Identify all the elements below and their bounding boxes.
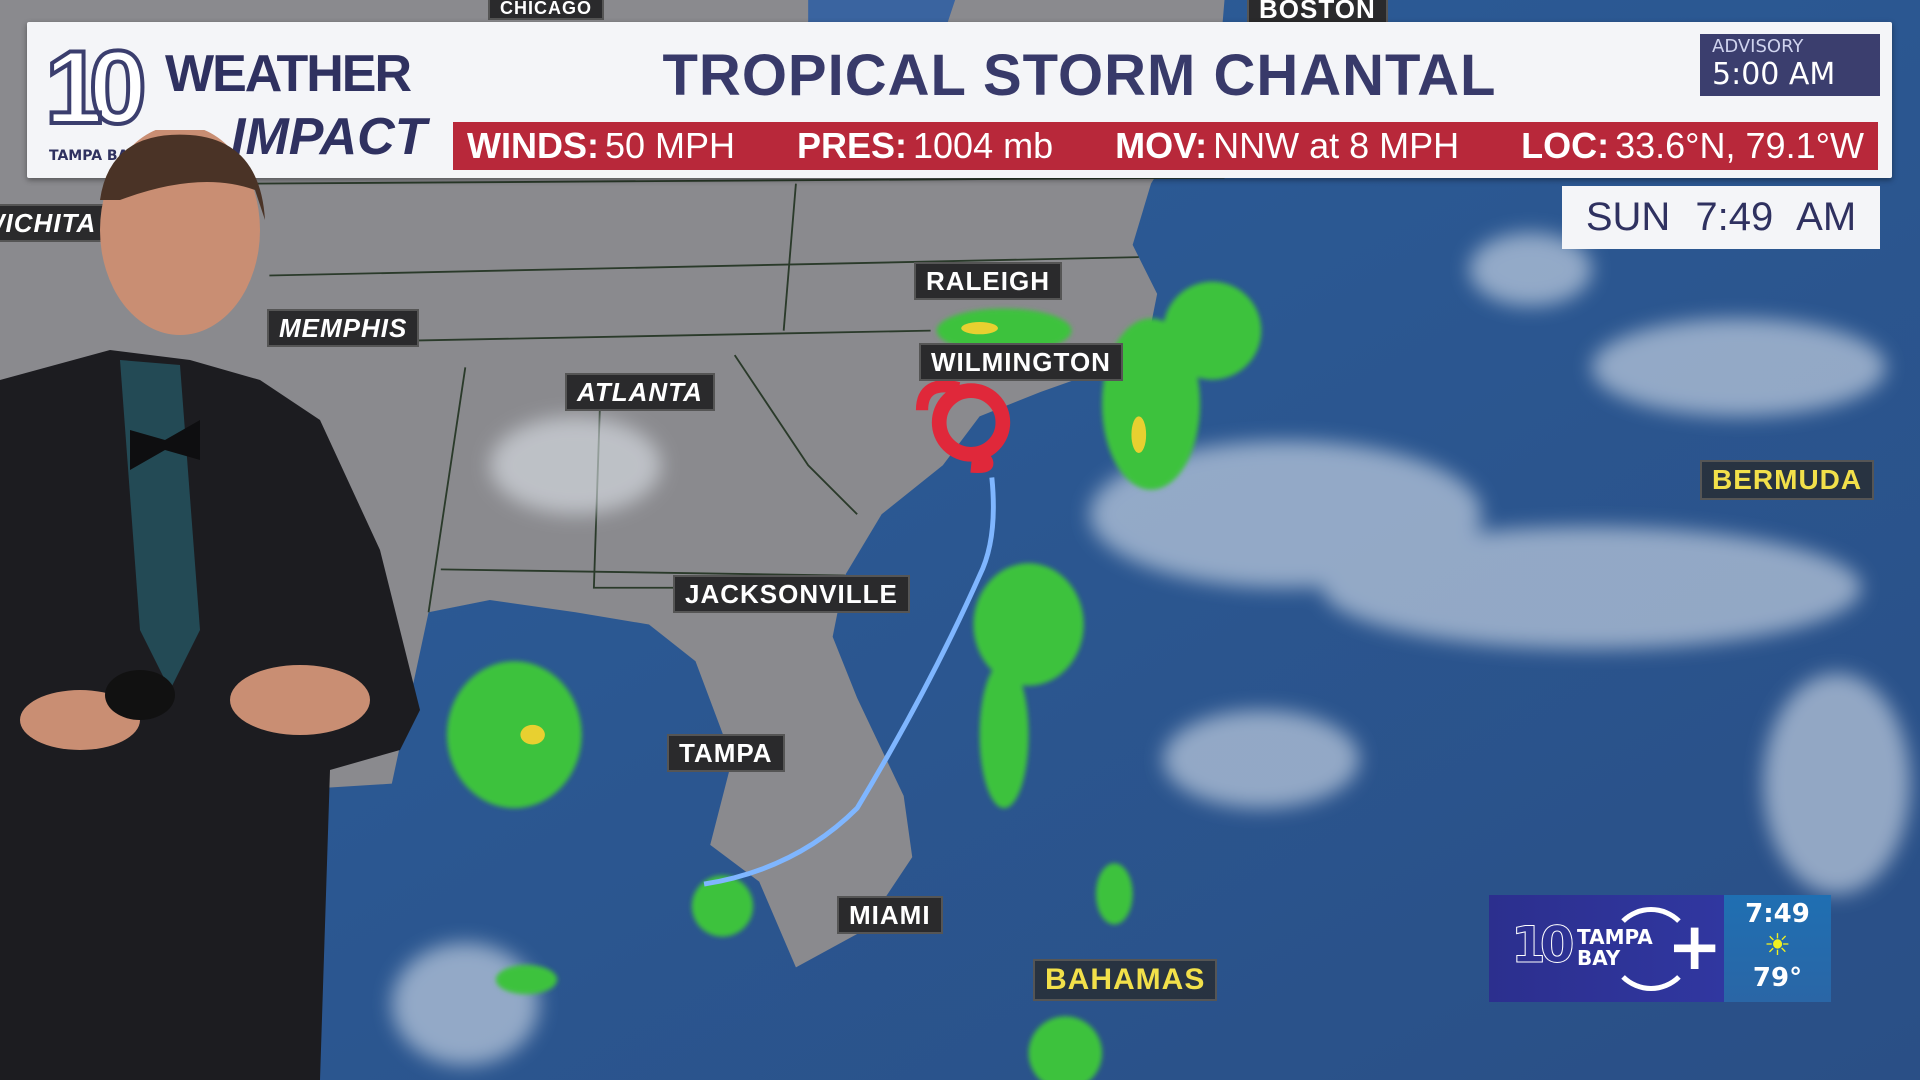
meteorologist (0, 130, 420, 1080)
stat-pressure: PRES: 1004 mb (797, 125, 1053, 167)
bug-brand: TAMPA BAY (1577, 925, 1653, 970)
city-label-raleigh: RALEIGH (916, 264, 1060, 298)
stat-winds: WINDS: 50 MPH (467, 125, 735, 167)
city-label-chicago: CHICAGO (490, 0, 602, 18)
bug-number: 10 (1511, 916, 1576, 974)
logo-number: 10 (43, 30, 149, 146)
advisory-time: 5:00 AM (1712, 57, 1836, 92)
ring-icon (1609, 907, 1693, 991)
storm-title: TROPICAL STORM CHANTAL (662, 43, 1497, 108)
stat-label: MOV: (1115, 125, 1208, 166)
bug-temperature: 79° (1752, 963, 1803, 993)
stat-label: WINDS: (467, 125, 599, 166)
clouds (391, 232, 1911, 1066)
sun-icon: ☀ (1764, 928, 1791, 963)
plus-icon: + (1667, 908, 1723, 985)
day-time-box: SUN 7:49 AM (1562, 186, 1880, 249)
state-borders (244, 176, 1225, 613)
city-label-tampa: TAMPA (669, 736, 783, 770)
city-label-atlanta: ATLANTA (567, 375, 713, 409)
tampa-bay-plus-logo: 10 TAMPA BAY + (1489, 895, 1724, 1002)
city-label-bahamas: BAHAMAS (1035, 961, 1216, 999)
storm-stats-bar: WINDS: 50 MPH PRES: 1004 mb MOV: NNW at 8 M… (453, 122, 1878, 170)
stat-value: 50 MPH (604, 125, 736, 166)
city-label-wichita: WICHITA (0, 206, 107, 240)
station-bug: 10 TAMPA BAY + 7:49 ☀ 79° (1489, 895, 1831, 1002)
weather-impact-logo: 10 WEATHER IMPACT TAMPA BAY (35, 30, 455, 176)
advisory-label: ADVISORY (1712, 36, 1804, 57)
stat-location: LOC: 33.6°N, 79.1°W (1521, 125, 1864, 167)
current-conditions: 7:49 ☀ 79° (1724, 895, 1831, 1002)
stat-value: 33.6°N, 79.1°W (1615, 125, 1864, 166)
radar-echoes (446, 281, 1262, 1080)
city-label-bermuda: BERMUDA (1702, 462, 1873, 498)
storm-banner: 10 WEATHER IMPACT TAMPA BAY TROPICAL STO… (27, 22, 1892, 178)
advisory-box: ADVISORY 5:00 AM (1700, 34, 1880, 96)
logo-line2: IMPACT (231, 108, 427, 166)
radar-heavy (520, 322, 1147, 745)
stat-value: NNW at 8 MPH (1213, 125, 1460, 166)
city-label-memphis: MEMPHIS (269, 311, 418, 345)
stat-value: 1004 mb (913, 125, 1054, 166)
city-label-boston: BOSTON (1249, 0, 1386, 26)
stat-label: LOC: (1521, 125, 1610, 166)
storm-track (703, 477, 996, 887)
city-label-jacksonville: JACKSONVILLE (675, 577, 908, 611)
logo-station: TAMPA BAY (49, 148, 138, 164)
city-label-miami: MIAMI (839, 898, 941, 932)
stat-label: PRES: (796, 125, 908, 166)
stat-movement: MOV: NNW at 8 MPH (1115, 125, 1459, 167)
tropical-storm-icon (915, 380, 1011, 474)
city-label-wilmington: WILMINGTON (921, 345, 1121, 379)
bug-time: 7:49 (1745, 899, 1810, 929)
logo-line1: WEATHER (165, 45, 412, 103)
